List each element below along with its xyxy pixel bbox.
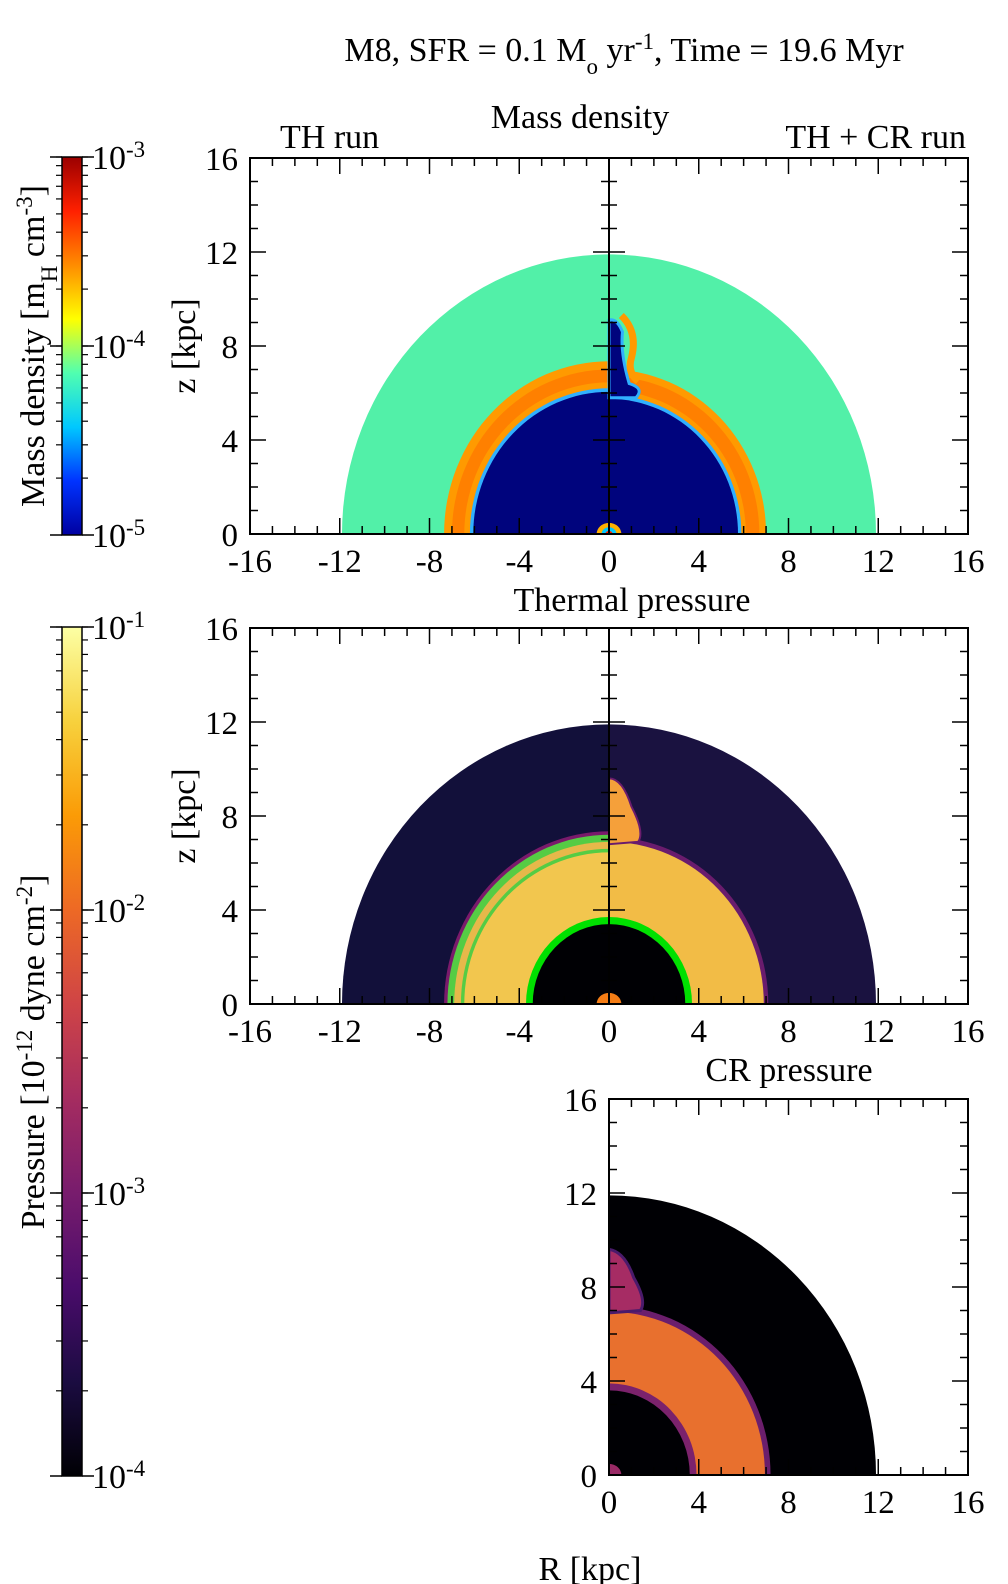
y-tick-label: 12 <box>564 1177 597 1213</box>
center-blob <box>609 1463 622 1475</box>
x-tick-label: 16 <box>952 544 985 580</box>
cr-map <box>609 1195 877 1475</box>
x-tick-label: 8 <box>780 544 797 580</box>
x-tick-label: 4 <box>691 1014 708 1050</box>
pressure-colorbar-bar <box>61 626 83 1477</box>
x-tick-label: 0 <box>601 544 618 580</box>
y-tick-label: 16 <box>564 1083 597 1119</box>
x-tick-label: 8 <box>780 1485 797 1521</box>
thcr-run-label: TH + CR run <box>785 119 966 156</box>
cb-tick-label: 10-3 <box>92 1173 145 1214</box>
cb-tick-label: 10-4 <box>92 326 146 367</box>
density-ylabel: z [kpc] <box>166 298 203 393</box>
x-tick-label: -4 <box>506 1014 534 1050</box>
density-map <box>341 254 877 534</box>
y-tick-label: 16 <box>205 142 238 178</box>
thermal-ylabel: z [kpc] <box>166 768 203 863</box>
y-tick-label: 16 <box>205 612 238 648</box>
y-tick-label: 12 <box>205 706 238 742</box>
x-tick-label: -8 <box>416 1014 444 1050</box>
ring-right-4 <box>609 924 686 1004</box>
x-tick-label: 0 <box>601 1485 618 1521</box>
x-tick-label: -8 <box>416 544 444 580</box>
y-tick-label: 8 <box>581 1271 598 1307</box>
pressure-colorbar-label: Pressure [10-12 dyne cm-2] <box>12 875 53 1230</box>
x-tick-label: -12 <box>318 544 362 580</box>
y-tick-label: 4 <box>581 1365 598 1401</box>
cb-tick-label: 10-3 <box>92 137 145 178</box>
cb-tick-label: 10-1 <box>92 607 145 648</box>
density-plume-cap <box>618 312 641 384</box>
y-tick-label: 8 <box>222 800 239 836</box>
x-tick-label: 4 <box>691 544 708 580</box>
thermal-panel: -16 -12 -8 -4 0 4 8 12 16 0 4 8 12 16 z [kpc] <box>166 612 985 1050</box>
cr-plume <box>609 1247 645 1315</box>
density-colorbar-label: Mass density [mH cm-3] <box>12 185 62 507</box>
x-tick-label: -16 <box>228 544 272 580</box>
ring-right-5 <box>609 398 739 534</box>
cb-tick-label: 10-5 <box>92 515 145 556</box>
panel-title-density: Mass density <box>491 99 670 136</box>
ring-right-4 <box>609 1390 690 1475</box>
pressure-colorbar: 10-1 10-2 10-3 10-4 Pressure [10-12 dyne cm… <box>12 607 146 1497</box>
thermal-plume <box>608 777 642 846</box>
y-tick-label: 4 <box>222 894 239 930</box>
x-tick-label: 16 <box>952 1485 985 1521</box>
ring-left-5 <box>473 391 609 534</box>
density-colorbar: 10-3 10-4 10-5 Mass density [mH cm-3] <box>12 137 146 556</box>
density-panel: -16 -12 -8 -4 0 4 8 12 16 0 4 8 12 16 z [kpc] <box>166 142 985 580</box>
x-tick-label: 16 <box>952 1014 985 1050</box>
ring-left-7 <box>532 924 609 1004</box>
x-tick-label: 4 <box>691 1485 708 1521</box>
x-tick-label: 12 <box>862 1014 895 1050</box>
panel-title-thermal: Thermal pressure <box>514 582 751 619</box>
y-tick-label: 0 <box>581 1459 598 1495</box>
y-tick-label: 0 <box>222 518 239 554</box>
y-tick-label: 4 <box>222 424 239 460</box>
x-tick-label: -12 <box>318 1014 362 1050</box>
panel-title-cr: CR pressure <box>705 1052 872 1089</box>
cb-tick-label: 10-4 <box>92 1456 146 1497</box>
y-tick-label: 12 <box>205 236 238 272</box>
x-tick-label: 8 <box>780 1014 797 1050</box>
cb-tick-label: 10-2 <box>92 890 145 931</box>
y-tick-label: 8 <box>222 330 239 366</box>
figure-title: M8, SFR = 0.1 Mo yr-1, Time = 19.6 Myr <box>344 29 904 79</box>
thermal-map <box>341 724 877 1004</box>
x-tick-label: 0 <box>601 1014 618 1050</box>
th-run-label: TH run <box>280 119 379 156</box>
cr-xlabel: R [kpc] <box>539 1551 642 1584</box>
cr-panel: 0 4 8 12 16 0 4 8 12 16 R [kpc] <box>539 1083 985 1584</box>
density-colorbar-bar <box>61 156 83 536</box>
y-tick-label: 0 <box>222 988 239 1024</box>
x-tick-label: -4 <box>506 544 534 580</box>
x-tick-label: 12 <box>862 544 895 580</box>
cr-frame <box>608 1098 969 1476</box>
density-plume <box>607 318 641 400</box>
x-tick-label: 12 <box>862 1485 895 1521</box>
x-tick-label: -16 <box>228 1014 272 1050</box>
